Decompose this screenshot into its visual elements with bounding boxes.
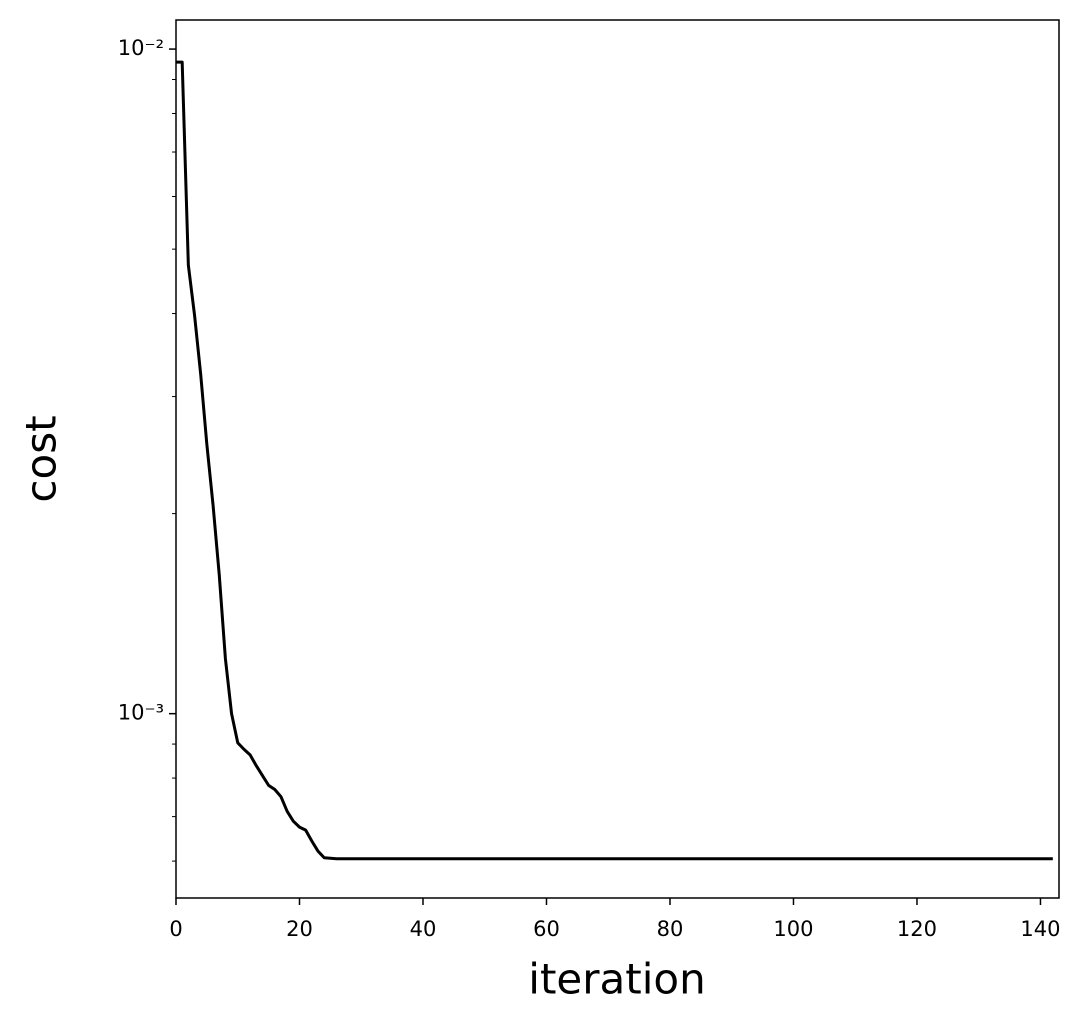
x-tick-label: 100	[773, 917, 813, 941]
plot-frame	[175, 19, 1060, 899]
x-axis-label: iteration	[528, 955, 705, 1004]
x-tick-label: 120	[897, 917, 937, 941]
x-tick-label: 80	[657, 917, 684, 941]
y-tick-label: 10⁻³	[118, 701, 164, 725]
x-tick-label: 140	[1020, 917, 1060, 941]
line	[176, 60, 1053, 861]
y-tick-label: 10⁻²	[118, 36, 164, 60]
y-axis-label: cost	[17, 415, 66, 502]
x-tick-label: 20	[286, 917, 313, 941]
x-tick-label: 40	[410, 917, 437, 941]
x-tick-label: 60	[533, 917, 560, 941]
x-tick-label: 0	[169, 917, 182, 941]
